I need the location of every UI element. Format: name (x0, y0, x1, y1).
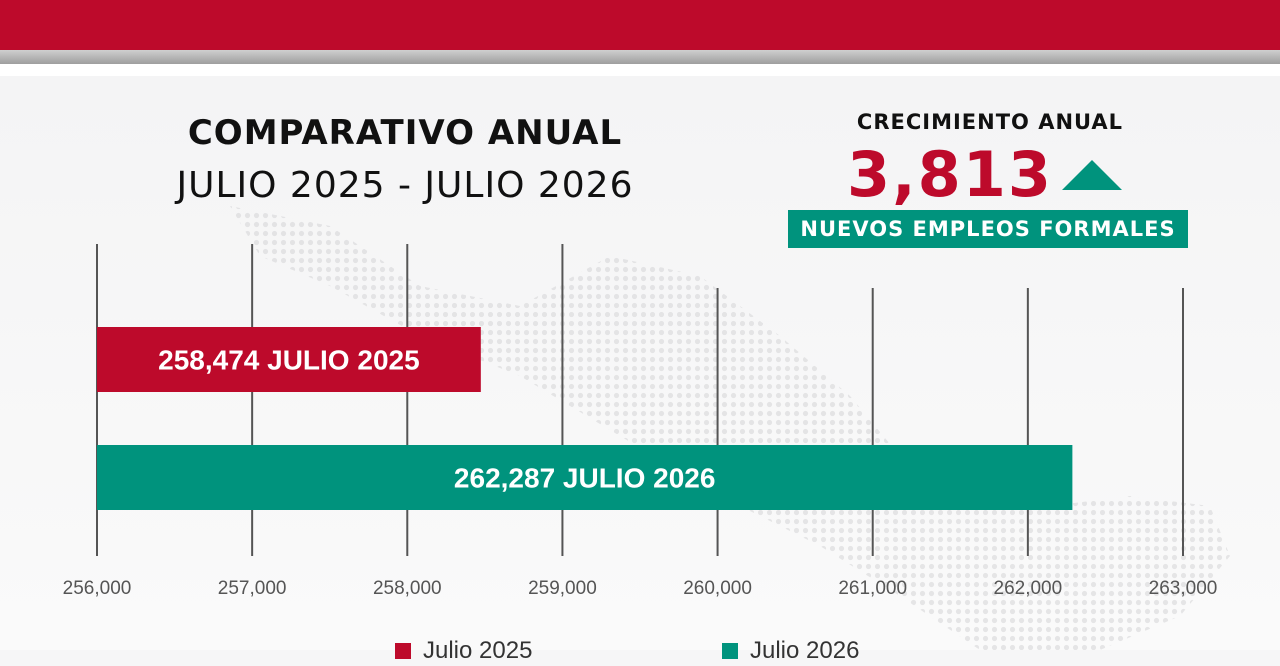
legend-item-2026: Julio 2026 (722, 636, 859, 666)
up-arrow-icon (1062, 160, 1122, 190)
bar-2026 (97, 445, 1073, 510)
growth-caption-badge: NUEVOS EMPLEOS FORMALES (788, 210, 1188, 248)
bar-chart: 256,000 257,000 258,000 259,000 260,000 261,0… (63, 244, 1218, 599)
bar-2025 (97, 327, 481, 392)
header-red-band (0, 0, 1280, 50)
x-tick-label: 258,000 (373, 578, 442, 599)
x-tick-label: 262,000 (994, 578, 1063, 599)
map-dot-pattern (230, 206, 1230, 650)
growth-label: CRECIMIENTO ANUAL (856, 110, 1124, 134)
x-tick-label: 256,000 (63, 578, 132, 599)
bar-label-2025: 258,474 JULIO 2025 (158, 345, 420, 376)
x-tick-label: 257,000 (218, 578, 287, 599)
x-tick-label: 260,000 (683, 578, 752, 599)
legend-label-2026: Julio 2026 (750, 637, 860, 664)
chart-title: COMPARATIVO ANUAL (187, 113, 623, 153)
bar-label-2026: 262,287 JULIO 2026 (454, 463, 716, 494)
legend-label-2025: Julio 2025 (423, 637, 533, 664)
chart-subtitle: JULIO 2025 - JULIO 2026 (176, 165, 634, 206)
legend-swatch-2026 (722, 643, 738, 659)
growth-value: 3,813 (846, 138, 1054, 211)
header-gray-band (0, 50, 1280, 64)
x-tick-label: 259,000 (528, 578, 597, 599)
header-white-band (0, 64, 1280, 76)
x-tick-label: 261,000 (838, 578, 907, 599)
legend-item-2025: Julio 2025 (395, 636, 532, 666)
legend-swatch-2025 (395, 643, 411, 659)
x-tick-label: 263,000 (1149, 578, 1218, 599)
